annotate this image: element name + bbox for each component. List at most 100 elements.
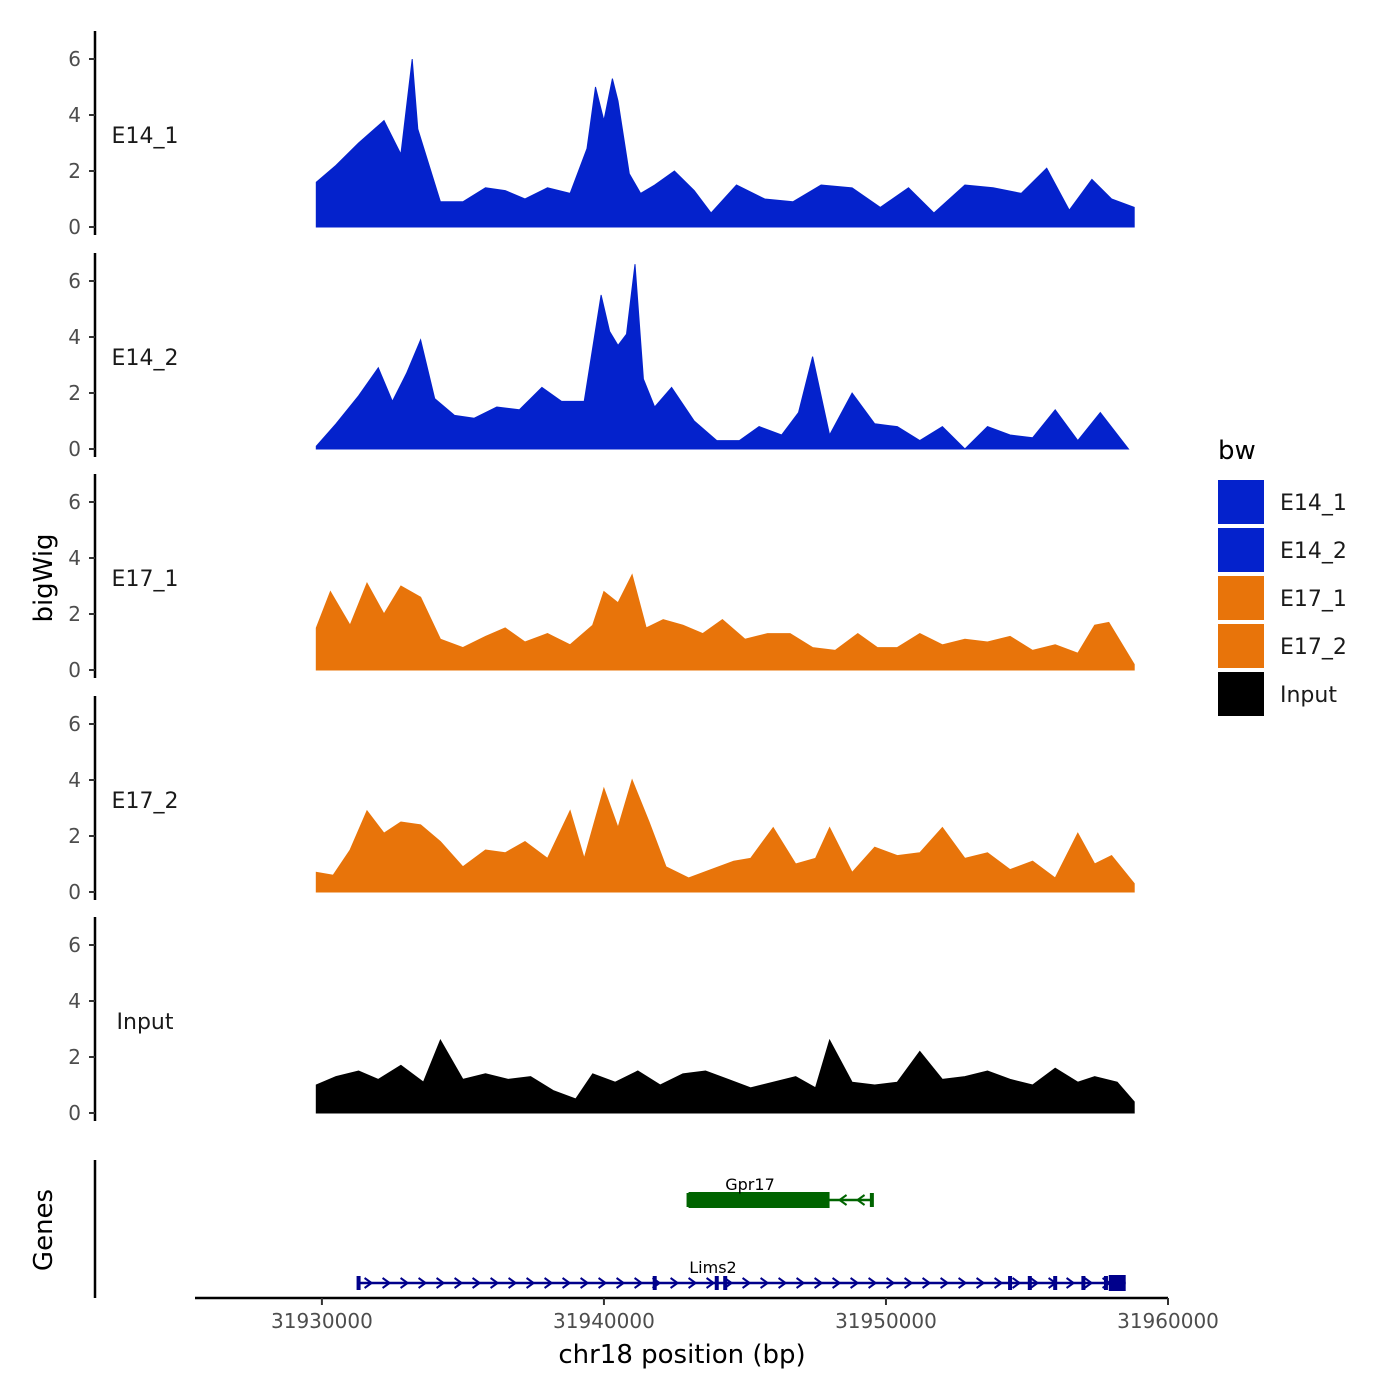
strand-arrow — [855, 1194, 866, 1206]
track-label-E17_2: E17_2 — [112, 789, 179, 814]
legend-swatch-E14_1 — [1218, 480, 1264, 524]
strand-arrow — [363, 1277, 374, 1289]
strand-arrow — [435, 1277, 446, 1289]
y-tick-label: 6 — [68, 933, 81, 957]
strand-arrow — [1065, 1277, 1076, 1289]
strand-arrow — [489, 1277, 500, 1289]
strand-arrow — [867, 1277, 878, 1289]
strand-arrow — [921, 1277, 932, 1289]
strand-arrow — [885, 1277, 896, 1289]
y-tick-label: 4 — [68, 325, 81, 349]
y-axis-title: bigWig — [29, 533, 59, 622]
strand-arrow — [417, 1277, 428, 1289]
y-tick-label: 6 — [68, 269, 81, 293]
strand-arrow — [705, 1277, 716, 1289]
strand-arrow — [615, 1277, 626, 1289]
x-tick-label: 31940000 — [553, 1309, 655, 1333]
track-label-Input: Input — [117, 1010, 174, 1035]
y-tick-label: 4 — [68, 103, 81, 127]
strand-arrow — [903, 1277, 914, 1289]
y-tick-label: 4 — [68, 768, 81, 792]
y-tick-label: 6 — [68, 712, 81, 736]
gene-cds-Lims2 — [1108, 1275, 1126, 1291]
y-tick-label: 0 — [68, 215, 81, 239]
strand-arrow — [561, 1277, 572, 1289]
x-tick-label: 31930000 — [271, 1309, 373, 1333]
strand-arrow — [795, 1277, 806, 1289]
signal-area-E17_1 — [315, 573, 1135, 671]
strand-arrow — [741, 1277, 752, 1289]
strand-arrow — [975, 1277, 986, 1289]
exon-mark — [1103, 1276, 1108, 1290]
x-tick-label: 31960000 — [1117, 1309, 1219, 1333]
exon-mark — [723, 1276, 728, 1290]
signal-area-E14_1 — [315, 58, 1135, 228]
exon-mark — [1081, 1276, 1086, 1290]
y-tick-label: 2 — [68, 602, 81, 626]
exon-mark — [1053, 1276, 1058, 1290]
y-tick-label: 6 — [68, 490, 81, 514]
strand-arrow — [525, 1277, 536, 1289]
legend-label-E14_2: E14_2 — [1280, 539, 1347, 564]
strand-arrow — [1029, 1277, 1040, 1289]
y-tick-label: 0 — [68, 437, 81, 461]
strand-arrow — [1011, 1277, 1022, 1289]
y-tick-label: 4 — [68, 546, 81, 570]
strand-arrow — [777, 1277, 788, 1289]
exon-mark — [1027, 1276, 1032, 1290]
strand-arrow — [669, 1277, 680, 1289]
strand-arrow — [471, 1277, 482, 1289]
exon-mark — [1008, 1276, 1013, 1290]
y-tick-label: 0 — [68, 658, 81, 682]
x-axis-title: chr18 position (bp) — [558, 1340, 805, 1370]
legend-label-Input: Input — [1280, 683, 1337, 708]
strand-arrow — [597, 1277, 608, 1289]
strand-arrow — [687, 1277, 698, 1289]
y-tick-label: 2 — [68, 381, 81, 405]
y-tick-label: 2 — [68, 159, 81, 183]
exon-mark — [356, 1276, 361, 1290]
strand-arrow — [849, 1277, 860, 1289]
track-label-E14_1: E14_1 — [112, 124, 179, 149]
legend-swatch-E17_2 — [1218, 624, 1264, 668]
track-label-E14_2: E14_2 — [112, 346, 179, 371]
legend-label-E14_1: E14_1 — [1280, 491, 1347, 516]
strand-arrow — [813, 1277, 824, 1289]
strand-arrow — [453, 1277, 464, 1289]
y-tick-label: 0 — [68, 1101, 81, 1125]
strand-arrow — [957, 1277, 968, 1289]
genes-axis-title: Genes — [29, 1189, 59, 1271]
signal-area-Input — [315, 1038, 1135, 1114]
y-tick-label: 2 — [68, 824, 81, 848]
exon-mark — [714, 1276, 719, 1290]
legend-swatch-E17_1 — [1218, 576, 1264, 620]
y-tick-label: 4 — [68, 989, 81, 1013]
strand-arrow — [831, 1277, 842, 1289]
legend-title: bw — [1218, 436, 1256, 466]
strand-arrow — [399, 1277, 410, 1289]
y-tick-label: 2 — [68, 1045, 81, 1069]
strand-arrow — [1083, 1277, 1094, 1289]
exon-mark — [652, 1276, 657, 1290]
x-tick-label: 31950000 — [835, 1309, 937, 1333]
strand-arrow — [633, 1277, 644, 1289]
signal-area-E17_2 — [315, 778, 1135, 893]
legend-swatch-E14_2 — [1218, 528, 1264, 572]
strand-arrow — [939, 1277, 950, 1289]
y-tick-label: 0 — [68, 880, 81, 904]
legend-label-E17_2: E17_2 — [1280, 635, 1347, 660]
exon-mark — [869, 1193, 874, 1207]
signal-area-E14_2 — [315, 264, 1130, 450]
strand-arrow — [543, 1277, 554, 1289]
track-label-E17_1: E17_1 — [112, 567, 179, 592]
strand-arrow — [837, 1194, 848, 1206]
strand-arrow — [759, 1277, 770, 1289]
strand-arrow — [381, 1277, 392, 1289]
strand-arrow — [993, 1277, 1004, 1289]
strand-arrow — [507, 1277, 518, 1289]
gene-label-Gpr17: Gpr17 — [725, 1175, 775, 1194]
gene-label-Lims2: Lims2 — [689, 1258, 736, 1277]
legend-label-E17_1: E17_1 — [1280, 587, 1347, 612]
y-tick-label: 6 — [68, 47, 81, 71]
